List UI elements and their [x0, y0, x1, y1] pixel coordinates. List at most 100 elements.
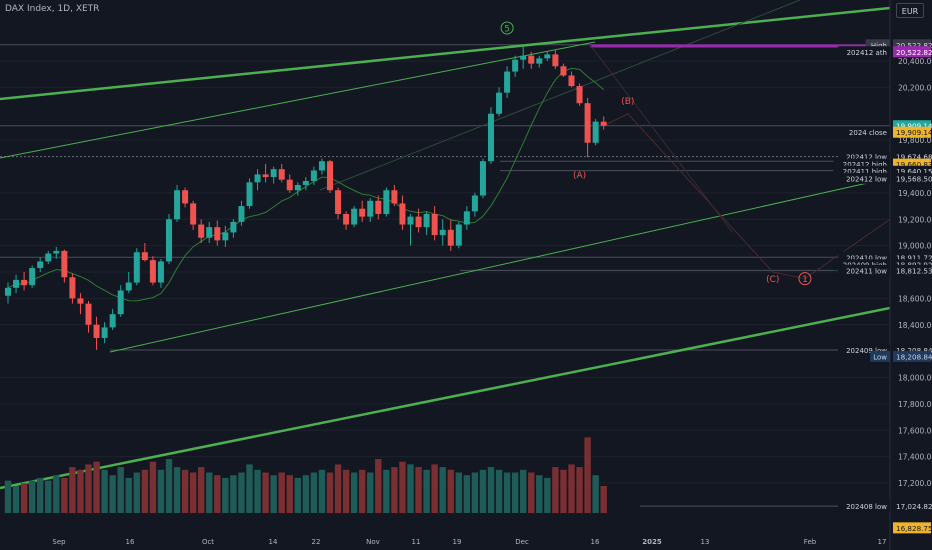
- volume-bar: [471, 472, 479, 513]
- volume-bar: [544, 477, 551, 513]
- volume-bar: [222, 477, 229, 513]
- price-label-value: 20,522.82: [896, 41, 932, 50]
- candle-body: [125, 282, 132, 291]
- trendline-thin-upper[interactable]: [0, 41, 596, 159]
- price-label-value: 19,568.50: [896, 174, 932, 183]
- price-axis[interactable]: 20,400.00 20,200.00 19,800.00 19,400.00 19,2…: [898, 57, 932, 488]
- price-label-tag: 202411 high: [843, 168, 887, 176]
- volume-bar: [528, 472, 535, 513]
- price-label-tag: High: [871, 42, 887, 50]
- candle-body: [504, 71, 511, 93]
- candle-body: [318, 161, 325, 171]
- price-label-tag: 202412 low: [846, 175, 887, 183]
- price-label-tag: 202409 low: [846, 347, 887, 355]
- volume-bar: [69, 467, 76, 513]
- candle-body: [528, 55, 535, 64]
- volume-bar: [495, 469, 503, 513]
- volume-bar: [342, 469, 350, 513]
- price-label-tag: Low: [873, 353, 887, 361]
- candle-body: [584, 103, 591, 143]
- volume-bar: [334, 464, 342, 513]
- candle-body: [488, 113, 494, 162]
- price-label-value: 18,812.53: [896, 266, 932, 275]
- volume-bar: [447, 469, 454, 513]
- volume-bar: [359, 469, 366, 513]
- currency-button[interactable]: EUR: [896, 3, 924, 18]
- candle-body: [512, 59, 519, 72]
- price-label-tag-bg: [833, 165, 890, 177]
- volume-bar: [375, 459, 382, 513]
- wave-projection: [589, 44, 891, 280]
- candle-body: [230, 221, 237, 233]
- volume-bar: [254, 469, 261, 513]
- volume-bar: [568, 464, 575, 513]
- candle-body: [415, 216, 422, 228]
- x-tick-label: Nov: [366, 538, 380, 546]
- volume-bar: [85, 464, 92, 513]
- y-tick-label: 18,600.00: [898, 294, 932, 303]
- x-tick-label: Dec: [515, 538, 529, 546]
- wave-circle: [500, 21, 514, 35]
- candle-body: [407, 216, 414, 225]
- candle-body: [552, 54, 559, 67]
- candle-body: [222, 232, 229, 241]
- price-label-tag-bg: [838, 264, 890, 276]
- volume-bar: [383, 469, 390, 513]
- volume-bar: [12, 486, 20, 513]
- candle-body: [431, 213, 438, 236]
- candle-body: [310, 170, 317, 182]
- trendline-thin-lower[interactable]: [109, 177, 891, 353]
- volume-bar: [455, 472, 462, 513]
- candle-body: [93, 324, 100, 338]
- candle-body: [600, 121, 607, 126]
- y-tick-label: 18,400.00: [898, 321, 932, 330]
- volume-bar: [37, 477, 44, 513]
- trendline-faint: [319, 0, 801, 191]
- trendline-lower[interactable]: [0, 306, 891, 490]
- time-axis[interactable]: Sep 16 Oct 14 22 Nov 11 19 Dec 16 2025 13 Feb 17: [52, 538, 886, 546]
- candle-body: [479, 161, 486, 196]
- candle-body: [359, 208, 366, 217]
- volume-bar: [101, 469, 108, 513]
- volume-bar: [423, 469, 430, 513]
- candle-body: [391, 190, 398, 204]
- candle-body: [455, 224, 462, 246]
- volume-bar: [181, 469, 189, 513]
- price-label-tag: 202412 high: [843, 161, 887, 169]
- candle-body: [69, 277, 76, 299]
- price-label-value: 17,024.82: [896, 502, 932, 511]
- y-tick-label: 20,200.00: [898, 83, 932, 92]
- price-label-value: 18,208.84: [896, 352, 932, 361]
- x-tick-label: 13: [701, 538, 710, 546]
- wave-label: (A): [573, 171, 586, 181]
- candle-body: [246, 182, 253, 207]
- projection-path-2: [589, 44, 733, 233]
- price-label-value-bg: [893, 126, 931, 138]
- candle-body: [343, 213, 350, 225]
- x-tick-label: Sep: [52, 538, 66, 546]
- price-label-value-bg: [893, 151, 931, 163]
- candle-body: [166, 219, 172, 262]
- y-tick-label: 17,400.00: [898, 453, 932, 462]
- x-tick-label: 16: [126, 538, 135, 546]
- candle-body: [21, 279, 28, 286]
- volume-bar: [560, 469, 567, 513]
- volume-bar: [189, 472, 197, 513]
- volume-bar: [399, 461, 406, 513]
- volume-bar: [109, 475, 116, 513]
- volume-bar: [479, 469, 487, 513]
- volume-bar: [206, 472, 213, 513]
- y-tick-label: 17,200.00: [898, 479, 932, 488]
- wave-labels: 5 (B) (A) (C) 1: [500, 21, 812, 286]
- volume-bar: [28, 480, 36, 513]
- volume-bar: [391, 467, 398, 513]
- candle-body: [157, 261, 164, 283]
- candle-body: [174, 190, 181, 220]
- price-label-tag: 202412 low: [846, 154, 887, 162]
- x-tick-label: 16: [591, 538, 600, 546]
- price-label-value-bg: [893, 165, 931, 177]
- candle-body: [149, 260, 156, 283]
- candle-body: [101, 327, 108, 338]
- volume-bar: [415, 467, 422, 513]
